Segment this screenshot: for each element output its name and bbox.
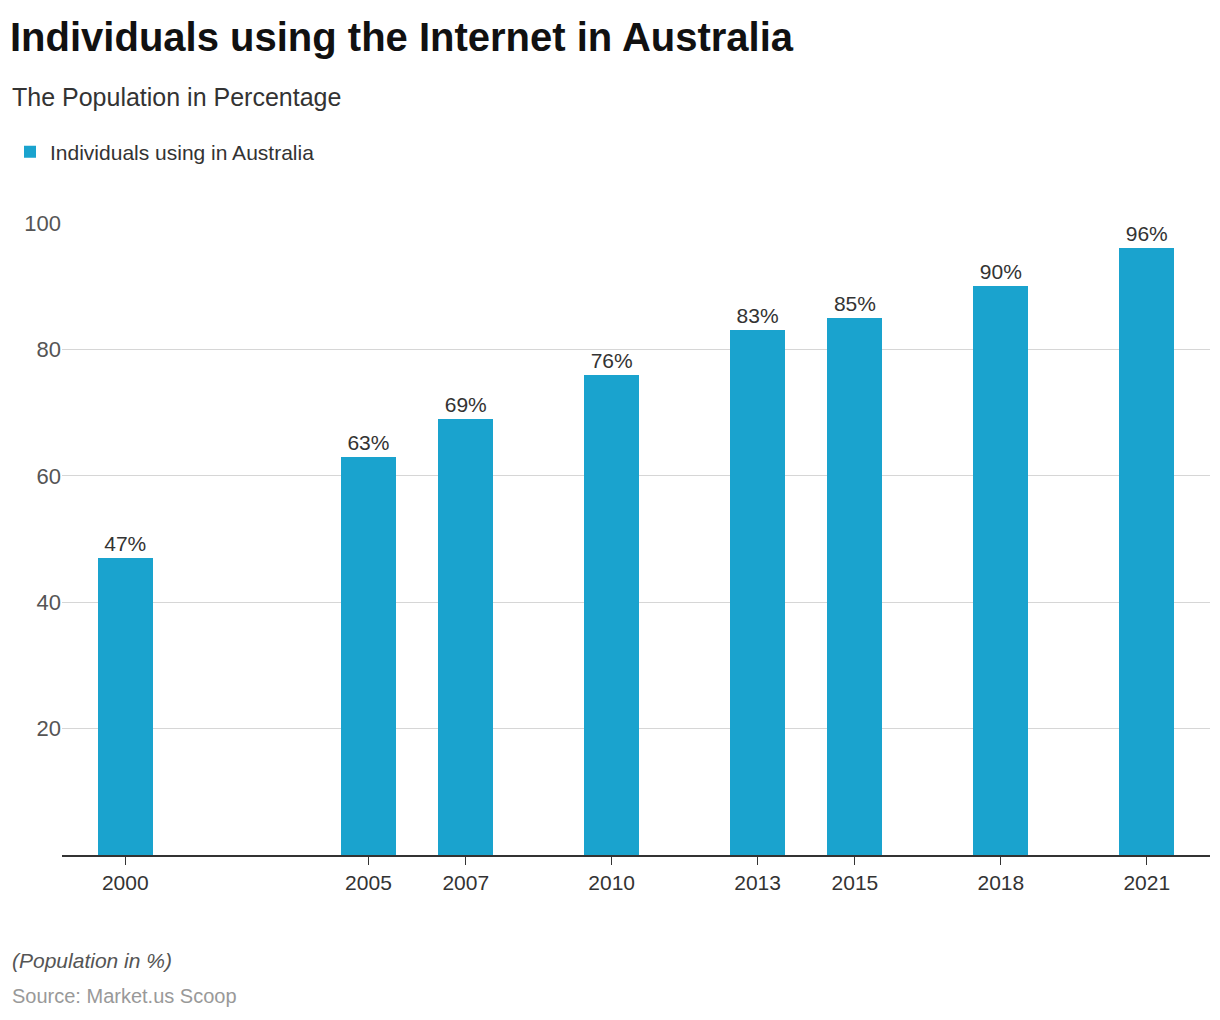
- svg-text:63%: 63%: [347, 431, 389, 454]
- svg-text:2015: 2015: [832, 871, 879, 894]
- svg-text:The Population in Percentage: The Population in Percentage: [12, 83, 341, 111]
- svg-text:2005: 2005: [345, 871, 392, 894]
- svg-text:76%: 76%: [591, 349, 633, 372]
- svg-text:69%: 69%: [445, 393, 487, 416]
- svg-text:Source: Market.us Scoop: Source: Market.us Scoop: [12, 985, 237, 1007]
- svg-text:40: 40: [37, 590, 61, 615]
- svg-text:Individuals using in Australia: Individuals using in Australia: [50, 141, 314, 164]
- svg-text:47%: 47%: [104, 532, 146, 555]
- svg-text:83%: 83%: [737, 304, 779, 327]
- svg-text:2013: 2013: [734, 871, 781, 894]
- svg-text:60: 60: [37, 464, 61, 489]
- svg-text:2018: 2018: [977, 871, 1024, 894]
- svg-text:2021: 2021: [1123, 871, 1170, 894]
- svg-text:80: 80: [37, 337, 61, 362]
- svg-text:96%: 96%: [1126, 222, 1168, 245]
- svg-text:2007: 2007: [442, 871, 489, 894]
- svg-text:2000: 2000: [102, 871, 149, 894]
- svg-text:20: 20: [37, 716, 61, 741]
- svg-text:85%: 85%: [834, 292, 876, 315]
- svg-text:100: 100: [24, 211, 61, 236]
- svg-text:90%: 90%: [980, 260, 1022, 283]
- svg-text:2010: 2010: [588, 871, 635, 894]
- svg-text:(Population in %): (Population in %): [12, 949, 172, 972]
- svg-text:Individuals using the Internet: Individuals using the Internet in Austra…: [10, 15, 794, 59]
